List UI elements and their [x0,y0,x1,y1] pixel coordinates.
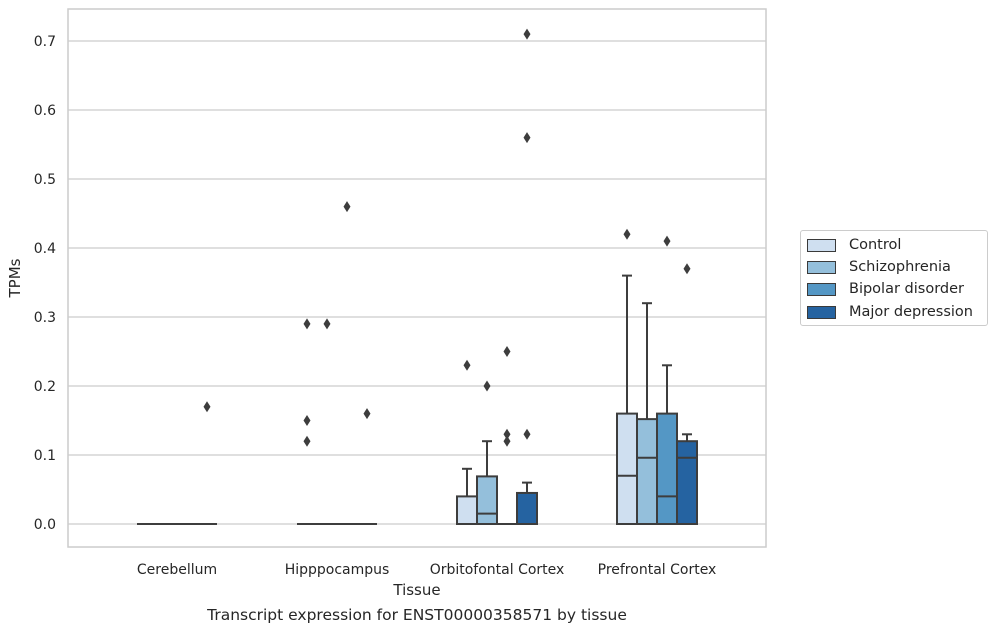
legend-swatch-major-depression [807,305,836,319]
outlier-point [303,435,311,447]
box-group [357,408,377,525]
legend-swatch-bipolar-disorder [807,282,836,296]
box-rect [476,475,498,526]
gridlines [68,40,766,525]
plot-area-frame [67,8,767,548]
legend-item-schizophrenia: Schizophrenia [807,257,951,277]
legend-swatch-control [807,238,836,252]
legend-swatch-schizophrenia [807,260,836,274]
box-group [636,302,658,525]
box-rect [616,412,638,526]
outlier-point [663,235,671,247]
y-tick-label: 0.3 [34,310,56,326]
box-rect [516,491,538,526]
box-rect [656,412,678,526]
outlier-point [303,318,311,330]
chart-caption: Transcript expression for ENST0000035857… [207,606,627,624]
box-group [197,401,217,525]
box-group [676,263,698,526]
legend-label-control: Control [849,237,902,253]
y-tick-label: 0.4 [34,241,56,257]
y-axis-label: TPMs [6,258,24,298]
box-group [476,380,498,526]
box-group [656,235,678,526]
outlier-point [203,401,211,413]
box-group [516,28,538,526]
legend-item-bipolar-disorder: Bipolar disorder [807,279,964,299]
legend-label-bipolar-disorder: Bipolar disorder [849,281,964,297]
legend-item-major-depression: Major depression [807,302,973,322]
x-axis-ticks: Cerebellum Hipppocampus Orbitofontal Corte… [137,562,716,578]
box-group [317,318,337,525]
outlier-point [523,428,531,440]
box-rect [636,418,658,525]
box-rect [456,495,478,525]
outlier-point [363,408,371,420]
y-tick-label: 0.1 [34,448,56,464]
box-group [497,346,517,525]
legend-item-control: Control [807,235,901,255]
box-rect [676,440,698,526]
x-tick-label: Cerebellum [137,562,217,578]
box-plot-marks [137,28,698,526]
legend: Control Schizophrenia Bipolar disorder M… [800,230,988,326]
box-group [337,201,357,525]
outlier-point [303,415,311,426]
y-tick-label: 0.5 [34,172,56,188]
y-tick-label: 0.7 [34,34,56,50]
x-tick-label: Hipppocampus [285,562,390,578]
legend-label-major-depression: Major depression [849,304,973,320]
legend-label-schizophrenia: Schizophrenia [849,259,951,275]
outlier-point [343,201,351,213]
x-axis-label: Tissue [392,581,440,599]
box-group [456,359,478,525]
box-group [297,318,317,525]
x-tick-label: Prefrontal Cortex [598,562,717,578]
outlier-point [523,132,531,144]
outlier-point [503,346,511,357]
outlier-point [483,380,491,392]
outlier-point [323,318,331,330]
x-tick-label: Orbitofontal Cortex [430,562,565,578]
y-tick-label: 0.6 [34,103,56,119]
outlier-point [683,263,691,275]
outlier-point [503,435,511,447]
y-tick-label: 0.2 [34,379,56,395]
y-tick-label: 0.0 [34,517,56,533]
outlier-point [523,28,531,40]
y-axis-ticks: 0.0 0.1 0.2 0.3 0.4 0.5 0.6 0.7 [34,34,56,533]
outlier-point [503,428,511,440]
outlier-point [623,228,631,240]
outlier-point [463,359,471,371]
box-group [616,228,638,526]
